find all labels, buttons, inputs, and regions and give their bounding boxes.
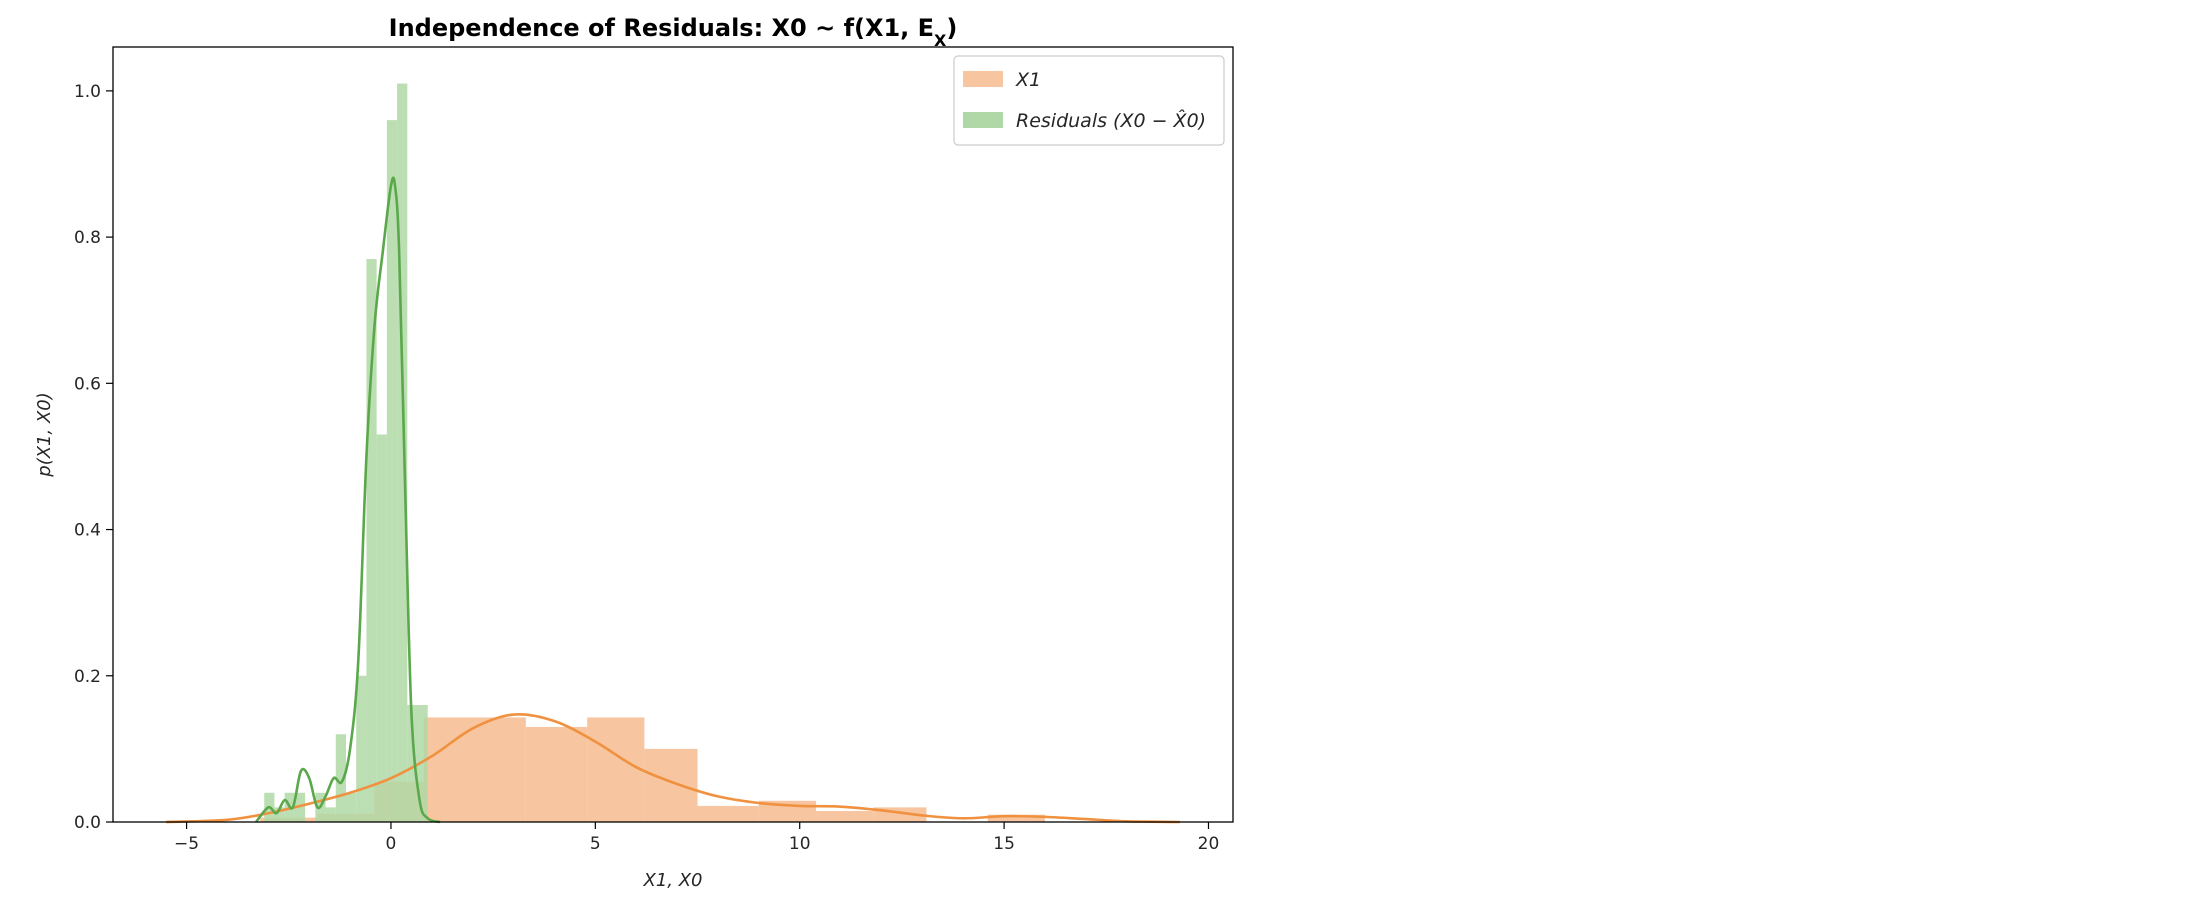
histogram-bar-residuals: [366, 259, 377, 822]
histogram-bar-residuals: [294, 792, 306, 822]
legend-label: X1: [1015, 69, 1041, 91]
histogram-bar-residuals: [397, 83, 408, 823]
histogram-bar-residuals: [274, 807, 285, 822]
y-tick-label: 0.8: [74, 228, 101, 248]
histogram-bar-residuals: [376, 434, 387, 822]
kde-line-x1: [166, 712, 1180, 824]
y-tick-label: 0.0: [74, 813, 101, 833]
histogram-bar-x1: [987, 814, 1045, 822]
legend-swatch: [963, 71, 1003, 87]
histogram-bar-x1: [423, 717, 526, 822]
y-tick-label: 0.4: [74, 521, 101, 541]
histogram-bar-x1: [816, 811, 874, 822]
plot-frame: [112, 46, 1234, 823]
histogram-bar-residuals: [407, 705, 418, 822]
x-tick-label: 15: [993, 834, 1015, 854]
histogram-bar-residuals: [356, 675, 367, 822]
x-tick-label: 20: [1198, 834, 1220, 854]
histogram-bar-x1: [644, 748, 698, 822]
x-tick-label: 0: [386, 834, 397, 854]
histogram-bar-x1: [525, 726, 588, 822]
y-tick-label: 1.0: [74, 82, 101, 102]
y-axis-label: p(X1, X0): [34, 392, 55, 477]
legend-label: Residuals (X0 − X̂0): [1016, 110, 1206, 132]
kde-line-residuals: [255, 176, 441, 824]
x-tick-label: 10: [789, 834, 811, 854]
legend-box: [953, 55, 1225, 146]
histogram-bar-residuals: [417, 705, 428, 822]
x-axis-label: X1, X0: [642, 870, 702, 891]
x-tick-label: 5: [590, 834, 601, 854]
y-tick-label: 0.2: [74, 667, 101, 687]
histogram-bar-residuals: [386, 120, 398, 822]
chart-title: Independence of Residuals: X0 ~ f(X1, EX…: [389, 14, 958, 50]
histogram-bar-residuals: [335, 734, 346, 822]
legend-swatch: [963, 112, 1003, 128]
histogram-bar-x1: [697, 805, 759, 822]
histogram-bar-residuals: [325, 807, 336, 822]
histogram-bar-x1: [587, 717, 645, 822]
y-tick-label: 0.6: [74, 374, 101, 394]
x-tick-label: −5: [174, 834, 199, 854]
histogram-bar-residuals: [345, 792, 357, 822]
